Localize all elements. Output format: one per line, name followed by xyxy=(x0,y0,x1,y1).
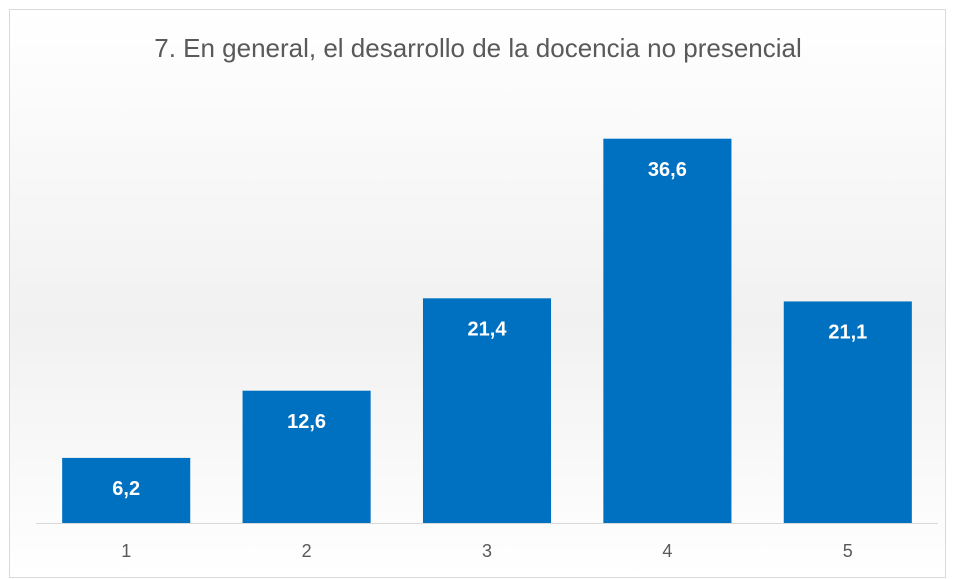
bar xyxy=(62,457,191,523)
data-label: 21,4 xyxy=(468,319,508,341)
x-tick-label: 1 xyxy=(121,541,131,561)
data-label: 36,6 xyxy=(648,159,687,181)
data-label: 6,2 xyxy=(112,478,140,500)
bar xyxy=(242,390,371,523)
data-label: 21,1 xyxy=(828,322,867,344)
bar xyxy=(603,138,732,523)
x-tick-label: 2 xyxy=(302,541,312,561)
bar xyxy=(422,298,552,523)
x-tick-label: 5 xyxy=(843,541,853,561)
bar xyxy=(783,301,912,523)
data-label: 12,6 xyxy=(287,411,326,433)
chart-title: 7. En general, el desarrollo de la docen… xyxy=(154,33,802,63)
x-tick-label: 4 xyxy=(662,541,672,561)
x-tick-label: 3 xyxy=(482,541,492,561)
